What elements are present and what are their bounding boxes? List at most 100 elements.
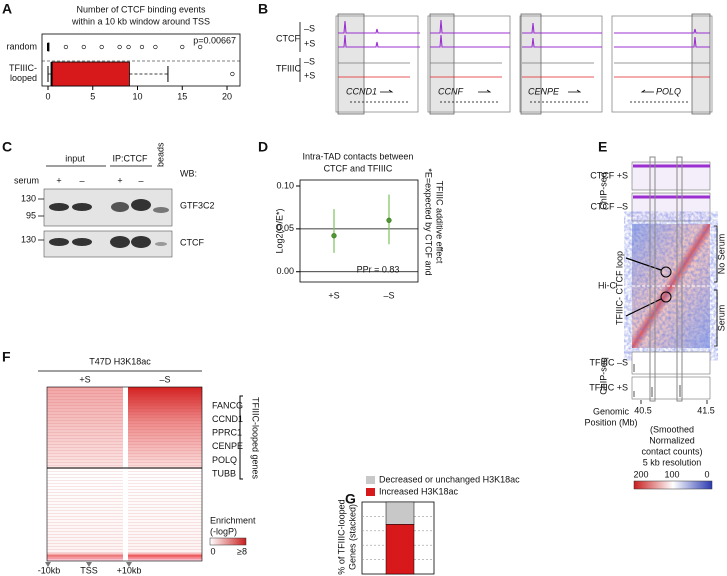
chart-title: Number of CTCF binding events xyxy=(76,4,206,14)
legend-swatch xyxy=(366,476,375,484)
x-tick-label: 20 xyxy=(222,91,232,101)
blot-label: CTCF xyxy=(180,237,204,247)
colorbar-label: 100 xyxy=(664,469,679,479)
y-axis-label: Log2(O/E*) xyxy=(274,208,284,253)
panel-letter: B xyxy=(258,1,268,17)
serum-sign: – xyxy=(138,175,143,185)
panel-letter: F xyxy=(2,349,11,365)
x-tick-label: 10 xyxy=(133,91,143,101)
wb-label: WB: xyxy=(180,168,197,178)
condition-label: No Serum xyxy=(716,234,726,275)
p-value: p=0.00667 xyxy=(193,35,236,45)
lane-header: input xyxy=(65,153,85,163)
axis-label: TSS xyxy=(80,565,98,575)
column-label: +S xyxy=(79,374,90,384)
plot-frame xyxy=(41,33,241,87)
outlier xyxy=(198,44,203,50)
colorbar-label: 0 xyxy=(704,469,709,479)
track-label: –S xyxy=(304,56,315,66)
serum-label: serum xyxy=(14,175,39,185)
track-label: TFIIIC xyxy=(276,63,301,73)
gene-label: POLQ xyxy=(212,455,237,465)
axis-label: -10kb xyxy=(38,565,61,575)
outlier xyxy=(139,44,145,50)
serum-sign: + xyxy=(56,175,61,185)
gene-label: CENPE xyxy=(212,441,243,451)
panel-e-graphics xyxy=(625,156,718,490)
legend-label: Decreased or unchanged H3K18ac xyxy=(379,474,520,484)
panel-letter: G xyxy=(345,491,356,507)
outlier xyxy=(126,44,131,50)
gene-label: CENPE xyxy=(528,86,560,96)
panel-letter: D xyxy=(258,139,268,155)
category-label: random xyxy=(6,41,37,51)
track-label: TFIIIC –S xyxy=(589,357,628,367)
colorbar-caption: Normalized xyxy=(649,435,695,445)
position-label: 40.5 xyxy=(634,405,652,415)
lane-header: beads xyxy=(155,142,165,167)
legend-swatch xyxy=(366,488,375,496)
panel-letter: A xyxy=(2,1,12,17)
chart-title: within a 10 kb window around TSS xyxy=(71,16,210,26)
outlier xyxy=(99,44,104,50)
section-label: Hi-C xyxy=(598,280,616,290)
heatmap-title: T47D H3K18ac xyxy=(89,356,151,366)
panel-letter: C xyxy=(2,139,12,155)
lane-header: IP:CTCF xyxy=(113,153,149,163)
track-label: TFIIIC +S xyxy=(589,382,628,392)
track-label: +S xyxy=(304,70,315,80)
annotation: PPr = 0.83 xyxy=(357,264,400,274)
y-tick-label: 0.00 xyxy=(276,266,294,276)
panel-b-graphics xyxy=(299,13,713,115)
colorbar-caption: 5 kb resolution xyxy=(643,457,702,467)
axis-label: Genomic xyxy=(593,406,630,416)
note: TFIIIC additive effect xyxy=(435,181,445,264)
axis-label: +10kb xyxy=(117,565,142,575)
legend-label: (-logP) xyxy=(210,526,237,536)
axis-label: Position (Mb) xyxy=(584,417,637,427)
legend-tick: 0 xyxy=(210,546,215,556)
chart-title: CTCF and TFIIIC xyxy=(324,163,393,173)
x-tick-label: +S xyxy=(328,290,339,300)
y-tick-label: 0.05 xyxy=(276,223,294,233)
group-label: TFIIIC-looped genes xyxy=(251,397,261,480)
note: *E=expected by CTCF and xyxy=(424,168,434,275)
section-label: ChIP-seq xyxy=(598,357,608,395)
x-tick-label: –S xyxy=(383,290,394,300)
serum-sign: – xyxy=(79,175,84,185)
bar-segment xyxy=(385,501,415,525)
track-label: +S xyxy=(304,38,315,48)
panel-f-graphics xyxy=(38,370,247,567)
outlier xyxy=(153,44,158,50)
outlier xyxy=(81,44,86,50)
outlier xyxy=(117,44,122,50)
plot-frame xyxy=(299,179,419,283)
legend-tick: ≥8 xyxy=(237,546,247,556)
condition-label: Serum xyxy=(716,305,726,332)
track-label: CTCF –S xyxy=(590,201,628,211)
colorbar-caption: contact counts) xyxy=(641,446,702,456)
track-label: CTCF xyxy=(276,33,300,43)
gene-label: POLQ xyxy=(656,86,681,96)
legend-label: Enrichment xyxy=(210,515,256,525)
mw-marker: 130 xyxy=(21,234,36,244)
gene-label: PPRC1 xyxy=(212,428,242,438)
panel-letter: E xyxy=(598,139,607,155)
colorbar-caption: (Smoothed xyxy=(650,424,694,434)
x-tick-label: 5 xyxy=(90,91,95,101)
y-axis-label: Genes (stacked) xyxy=(347,504,357,570)
gene-label: CCND1 xyxy=(346,86,377,96)
outlier xyxy=(230,71,235,77)
track-label: CTCF +S xyxy=(590,170,628,180)
point xyxy=(386,217,392,223)
category-label: TFIIIC-looped xyxy=(9,63,37,83)
outlier xyxy=(180,44,185,50)
loop-label: TFIIIC- CTCF loop xyxy=(614,251,624,325)
outlier xyxy=(63,44,68,50)
gene-label: TUBB xyxy=(212,468,236,478)
colorbar-label: 200 xyxy=(633,469,648,479)
y-axis-label: % of TFIIIC-looped xyxy=(336,499,346,574)
legend-label: Increased H3K18ac xyxy=(379,486,459,496)
x-tick-label: 15 xyxy=(177,91,187,101)
track-label: –S xyxy=(304,23,315,33)
